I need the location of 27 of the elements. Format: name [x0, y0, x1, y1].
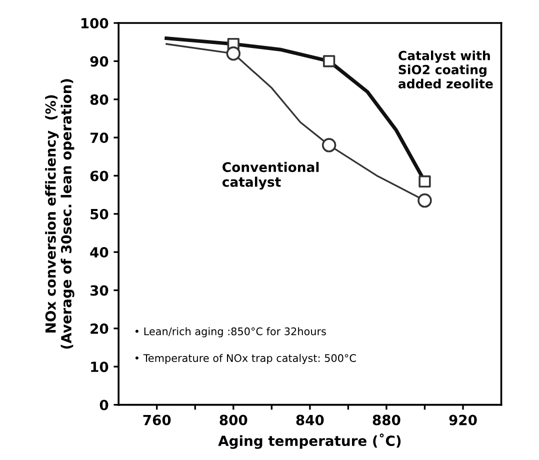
y-tick-label: 70: [90, 132, 108, 144]
y-tick-label: 80: [90, 94, 108, 105]
x-axis-title: Aging temperature (˚C): [218, 434, 401, 449]
point: [323, 55, 336, 68]
y-tick-label: 0: [100, 400, 108, 410]
y-tick-label: 10: [91, 362, 108, 372]
point: [322, 138, 336, 152]
annotation: • Lean/rich aging :850°C for 32hours: [135, 327, 326, 338]
point: [226, 46, 241, 61]
x-tick-label: 840: [296, 414, 324, 426]
point: [418, 193, 432, 208]
x-tick-label: 800: [220, 414, 248, 426]
y-tick-label: 30: [90, 285, 108, 296]
x-tick-label: 760: [143, 414, 171, 426]
x-tick-label: 920: [449, 414, 477, 426]
y-axis-title: NOx conversion efficiency (%) (Average of 30sec. lean operation): [45, 79, 74, 349]
annotation: Conventional catalyst: [222, 162, 319, 190]
y-tick-label: 50: [90, 208, 108, 220]
y-tick-label: 90: [90, 56, 108, 67]
x-tick-label: 880: [372, 414, 400, 426]
y-tick-label: 60: [90, 170, 108, 182]
y-tick-label: 100: [81, 18, 108, 28]
annotation: Catalyst with SiO2 coating added zeolite: [398, 50, 493, 88]
point: [418, 175, 431, 188]
annotation: • Temperature of NOx trap catalyst: 500°C: [135, 354, 356, 364]
y-tick-label: 20: [90, 323, 108, 334]
y-tick-label: 40: [90, 247, 108, 258]
